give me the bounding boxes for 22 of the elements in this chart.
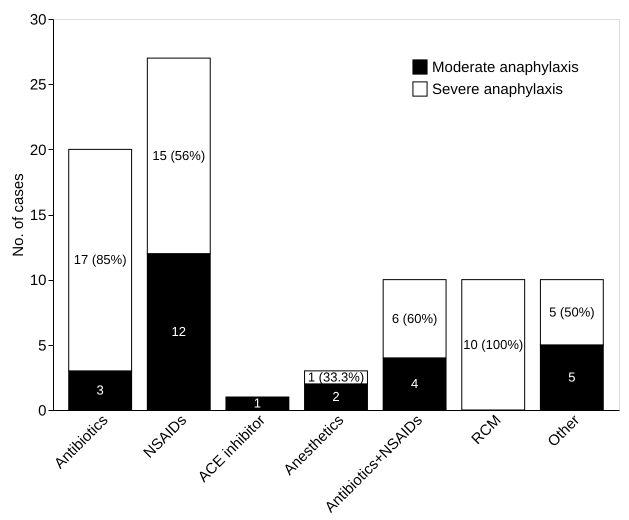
data-label: 12 <box>172 324 186 339</box>
y-tick-label: 20 <box>30 142 46 159</box>
data-label: 1 (33.3%) <box>308 369 364 384</box>
data-label: 15 (56%) <box>152 148 206 163</box>
data-label: 1 <box>254 395 262 410</box>
data-label: 2 <box>332 388 340 404</box>
legend-label: Moderate anaphylaxis <box>432 59 579 76</box>
y-tick-label: 0 <box>38 402 46 420</box>
data-label: 6 (60%) <box>392 310 438 326</box>
data-label: 3 <box>96 382 104 398</box>
y-tick-label: 25 <box>30 76 46 94</box>
data-label: 5 (50%) <box>549 304 595 320</box>
data-label: 10 (100%) <box>463 336 524 352</box>
legend-label: Severe anaphylaxis <box>432 81 563 98</box>
y-tick-label: 5 <box>38 337 46 354</box>
y-axis-title: No. of cases <box>10 173 27 257</box>
data-label: 5 <box>568 369 576 384</box>
y-tick-label: 10 <box>30 272 46 290</box>
data-label: 4 <box>410 376 418 391</box>
data-label: 17 (85%) <box>74 252 127 268</box>
y-tick-label: 30 <box>30 12 46 28</box>
y-tick-label: 15 <box>30 207 46 224</box>
